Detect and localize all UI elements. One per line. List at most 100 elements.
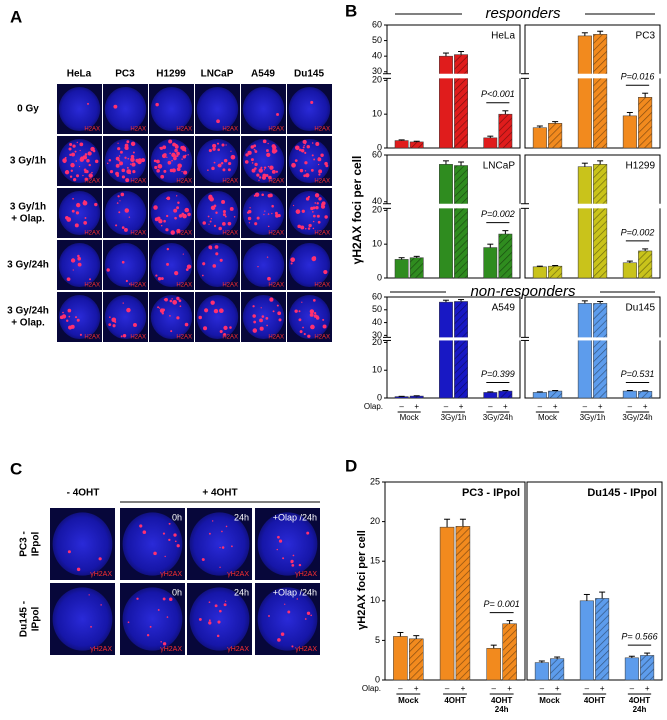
focus	[70, 169, 73, 172]
focus	[266, 324, 268, 327]
focus	[271, 212, 273, 215]
focus	[261, 193, 264, 197]
focus	[160, 640, 162, 643]
focus	[318, 197, 322, 201]
label: H2AX	[176, 179, 192, 185]
label: H2AX	[268, 179, 284, 185]
focus	[292, 554, 295, 557]
label: +	[414, 684, 419, 693]
label: 0h	[172, 587, 182, 597]
focus	[227, 221, 232, 226]
label: –	[628, 402, 633, 411]
focus	[139, 524, 143, 528]
focus	[117, 142, 119, 144]
focus	[171, 298, 173, 300]
focus	[252, 305, 255, 308]
focus	[162, 532, 166, 535]
label: 4OHT	[584, 696, 605, 705]
focus	[66, 277, 71, 282]
label: γH2AX	[227, 646, 249, 653]
focus	[91, 171, 93, 174]
focus	[267, 213, 270, 215]
focus	[244, 160, 249, 164]
focus	[201, 558, 205, 561]
focus	[66, 319, 69, 323]
bar	[454, 301, 468, 399]
label: γH2AX	[160, 571, 182, 578]
focus	[161, 312, 164, 315]
focus	[74, 223, 79, 228]
focus	[250, 145, 255, 149]
focus	[222, 213, 226, 217]
label: +	[459, 402, 464, 411]
label: 0	[375, 674, 380, 684]
focus	[220, 162, 224, 165]
focus	[98, 557, 102, 561]
label: γH2AX	[160, 646, 182, 653]
focus	[304, 143, 306, 145]
focus	[223, 603, 227, 607]
nucleus	[242, 243, 285, 287]
label: PC3	[115, 69, 135, 80]
focus	[222, 210, 226, 214]
label: 10	[372, 239, 382, 249]
focus	[166, 616, 169, 618]
focus	[204, 308, 209, 313]
focus	[198, 617, 202, 621]
focus	[77, 256, 81, 261]
focus	[69, 175, 73, 178]
focus	[158, 219, 163, 224]
focus	[128, 216, 131, 218]
label: H2AX	[84, 127, 100, 133]
focus	[313, 314, 318, 318]
focus	[171, 159, 173, 162]
focus	[130, 154, 135, 159]
focus	[265, 174, 269, 177]
focus	[211, 166, 215, 171]
label: P= 0.001	[484, 599, 520, 609]
focus	[248, 222, 251, 224]
focus	[217, 148, 220, 152]
focus	[122, 334, 127, 338]
label: 40	[372, 51, 382, 61]
nucleus	[58, 191, 101, 235]
bar	[439, 526, 455, 681]
focus	[84, 217, 87, 219]
focus	[79, 142, 84, 147]
label: 30	[372, 330, 382, 340]
focus	[208, 223, 210, 225]
focus	[311, 256, 317, 262]
focus	[219, 566, 221, 569]
focus	[219, 163, 222, 165]
label: Mock	[398, 696, 419, 705]
bar	[455, 526, 471, 681]
label: H2AX	[84, 335, 100, 341]
label: H2AX	[268, 283, 284, 289]
bar	[622, 262, 637, 279]
focus	[59, 315, 64, 320]
focus	[260, 307, 262, 309]
focus	[106, 162, 109, 165]
label: H2AX	[176, 127, 192, 133]
label: LNCaP	[201, 69, 234, 80]
focus	[141, 158, 146, 163]
focus	[306, 611, 311, 615]
focus	[126, 140, 130, 144]
focus	[275, 214, 279, 218]
focus	[322, 318, 325, 321]
focus	[276, 548, 278, 551]
panel-label: D	[345, 456, 357, 475]
nucleus	[150, 87, 193, 131]
focus	[215, 211, 218, 214]
label: γH2AX	[90, 646, 112, 653]
label: H2AX	[222, 283, 238, 289]
focus	[90, 146, 95, 152]
label: 4OHT	[491, 696, 512, 705]
focus	[132, 151, 135, 154]
focus	[165, 197, 168, 199]
nucleus	[288, 243, 331, 287]
focus	[160, 165, 163, 168]
focus	[126, 166, 129, 169]
focus	[79, 333, 83, 336]
nucleus	[52, 587, 113, 651]
